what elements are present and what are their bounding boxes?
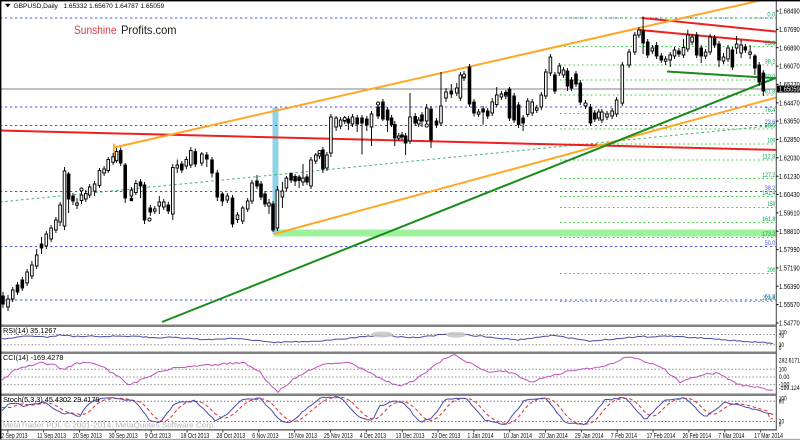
svg-text:23.6: 23.6 (765, 40, 776, 47)
svg-text:0.0: 0.0 (767, 12, 775, 19)
svg-text:10 Jan 2014: 10 Jan 2014 (503, 433, 532, 440)
svg-text:1.68490: 1.68490 (779, 7, 800, 16)
svg-text:70: 70 (779, 333, 785, 340)
svg-text:1.67690: 1.67690 (779, 25, 800, 34)
svg-text:RSI(14) 35.1267: RSI(14) 35.1267 (3, 326, 57, 335)
svg-text:50.0: 50.0 (765, 74, 776, 81)
svg-text:CCI(14) -169.4278: CCI(14) -169.4278 (3, 353, 63, 362)
svg-text:61.8: 61.8 (765, 89, 776, 96)
svg-text:1.60430: 1.60430 (779, 190, 800, 199)
svg-text:17 Feb 2014: 17 Feb 2014 (647, 433, 676, 440)
svg-text:88.6: 88.6 (765, 123, 776, 130)
svg-text:30 Sep 2013: 30 Sep 2013 (109, 433, 138, 440)
svg-text:Profits.com: Profits.com (121, 24, 177, 37)
svg-text:13 Dec 2013: 13 Dec 2013 (396, 433, 425, 440)
svg-text:112.8: 112.8 (762, 154, 775, 161)
svg-text:1.66890: 1.66890 (779, 43, 800, 52)
svg-text:Sunshine: Sunshine (74, 24, 117, 37)
svg-text:20: 20 (779, 419, 785, 426)
svg-text:23 Dec 2013: 23 Dec 2013 (432, 433, 461, 440)
svg-text:282.6171: 282.6171 (779, 358, 800, 365)
svg-text:MetaTrader PDI, © 2001-2014, M: MetaTrader PDI, © 2001-2014, MetaQuotes … (3, 421, 216, 430)
svg-text:38.2: 38.2 (765, 185, 776, 192)
svg-text:100: 100 (779, 396, 787, 403)
svg-text:20 Sep 2013: 20 Sep 2013 (73, 433, 102, 440)
svg-text:0: 0 (779, 345, 782, 352)
svg-text:173.2: 173.2 (762, 231, 775, 238)
svg-text:1.57990: 1.57990 (779, 245, 800, 254)
svg-text:0: 0 (779, 422, 782, 429)
svg-text:1.54770: 1.54770 (779, 319, 800, 328)
svg-text:38.2: 38.2 (765, 59, 776, 66)
svg-text:2 Sep 2013: 2 Sep 2013 (1, 433, 27, 440)
svg-text:18 Oct 2013: 18 Oct 2013 (181, 433, 210, 440)
svg-text:100: 100 (767, 138, 775, 145)
svg-text:23.6: 23.6 (765, 119, 776, 126)
svg-text:150: 150 (767, 201, 775, 208)
svg-text:1 Jan 2014: 1 Jan 2014 (467, 433, 493, 440)
svg-text:50.0: 50.0 (765, 240, 776, 247)
svg-text:GBPUSD,Daily 1.65332 1.65670: GBPUSD,Daily 1.65332 1.65670 1.64787 1.6… (14, 3, 165, 10)
svg-text:1.65059: 1.65059 (779, 85, 800, 94)
svg-text:Stoch(5,3,3) 45.4302 29.4179: Stoch(5,3,3) 45.4302 29.4179 (3, 395, 100, 404)
svg-text:80: 80 (779, 399, 785, 406)
svg-text:4 Dec 2013: 4 Dec 2013 (360, 433, 386, 440)
svg-text:1.56390: 1.56390 (779, 282, 800, 291)
svg-text:29 Jan 2014: 29 Jan 2014 (575, 433, 604, 440)
svg-text:61.8: 61.8 (765, 294, 776, 301)
svg-text:1.61230: 1.61230 (779, 172, 800, 181)
svg-text:161.8: 161.8 (762, 216, 775, 223)
svg-text:1.57190: 1.57190 (779, 264, 800, 273)
svg-text:30: 30 (779, 342, 785, 349)
svg-text:11 Sep 2013: 11 Sep 2013 (37, 433, 66, 440)
svg-text:1.65270: 1.65270 (779, 80, 800, 89)
svg-text:223.6: 223.6 (762, 295, 775, 302)
svg-text:17 Mar 2014: 17 Mar 2014 (754, 433, 783, 440)
svg-text:1.64470: 1.64470 (779, 98, 800, 107)
svg-text:200: 200 (767, 267, 775, 274)
svg-text:1.58810: 1.58810 (779, 227, 800, 236)
svg-text:26 Feb 2014: 26 Feb 2014 (682, 433, 711, 440)
svg-text:141.4: 141.4 (762, 190, 775, 197)
svg-text:1.59610: 1.59610 (779, 208, 800, 217)
svg-text:-100: -100 (779, 382, 790, 389)
svg-text:1.66070: 1.66070 (779, 62, 800, 71)
svg-text:0.00: 0.00 (779, 374, 790, 381)
svg-text:1.62850: 1.62850 (779, 135, 800, 144)
svg-text:76.4: 76.4 (765, 107, 776, 114)
svg-text:100: 100 (779, 367, 787, 374)
svg-text:20 Jan 2014: 20 Jan 2014 (539, 433, 568, 440)
svg-text:1.62030: 1.62030 (779, 153, 800, 162)
svg-text:6 Nov 2013: 6 Nov 2013 (252, 433, 278, 440)
svg-text:28 Oct 2013: 28 Oct 2013 (216, 433, 245, 440)
svg-text:25 Nov 2013: 25 Nov 2013 (324, 433, 353, 440)
svg-text:127.2: 127.2 (762, 172, 775, 179)
svg-text:100: 100 (779, 330, 787, 337)
svg-text:15 Nov 2013: 15 Nov 2013 (288, 433, 317, 440)
svg-text:7 Feb 2014: 7 Feb 2014 (611, 433, 637, 440)
svg-text:1.55570: 1.55570 (779, 300, 800, 309)
svg-text:9 Oct 2013: 9 Oct 2013 (145, 433, 171, 440)
svg-text:7 Mar 2014: 7 Mar 2014 (718, 433, 744, 440)
svg-text:1.63650: 1.63650 (779, 117, 800, 126)
